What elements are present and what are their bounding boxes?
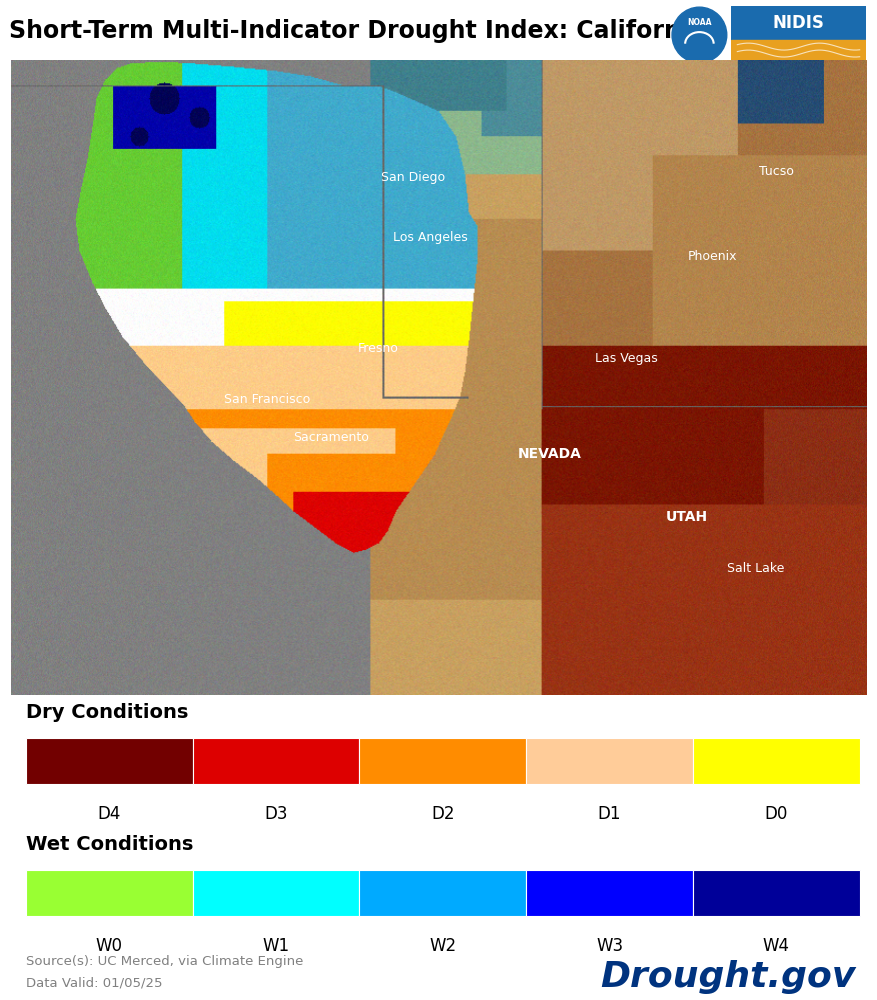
Bar [526,738,693,784]
Text: NIDIS: NIDIS [773,14,824,32]
Text: San Diego: San Diego [381,171,445,184]
Text: San Francisco: San Francisco [225,393,310,406]
Text: Short-Term Multi-Indicator Drought Index: California: Short-Term Multi-Indicator Drought Index… [9,19,704,43]
Text: Los Angeles: Los Angeles [393,231,467,244]
Bar [360,869,526,916]
Text: NOAA: NOAA [688,18,711,27]
Text: D4: D4 [97,805,121,823]
Text: D0: D0 [765,805,788,823]
Text: Wet Conditions: Wet Conditions [26,834,193,854]
Text: Dry Conditions: Dry Conditions [26,702,189,722]
Text: W0: W0 [96,937,123,955]
Text: Fresno: Fresno [358,342,399,355]
Text: D1: D1 [598,805,621,823]
Bar [193,738,360,784]
Text: Salt Lake: Salt Lake [726,562,784,574]
Bar [731,40,866,64]
Text: UTAH: UTAH [666,510,708,524]
Text: Data Valid: 01/05/25: Data Valid: 01/05/25 [26,977,162,990]
Text: D3: D3 [264,805,288,823]
Text: NEVADA: NEVADA [517,447,581,461]
Text: W2: W2 [429,937,456,955]
Bar [193,869,360,916]
Text: W1: W1 [262,937,289,955]
Text: Sacramento: Sacramento [294,431,369,444]
Bar [26,738,193,784]
Bar [360,738,526,784]
Text: Las Vegas: Las Vegas [595,352,658,365]
Text: Tucso: Tucso [759,165,794,178]
Bar [26,869,193,916]
Text: W3: W3 [596,937,623,955]
Bar [693,738,859,784]
Circle shape [672,7,727,63]
Bar [526,869,693,916]
Text: W4: W4 [763,937,790,955]
Text: D2: D2 [431,805,454,823]
Bar [693,869,859,916]
Text: Source(s): UC Merced, via Climate Engine: Source(s): UC Merced, via Climate Engine [26,954,303,968]
Text: Drought.gov: Drought.gov [600,960,855,994]
Text: Phoenix: Phoenix [688,250,738,263]
